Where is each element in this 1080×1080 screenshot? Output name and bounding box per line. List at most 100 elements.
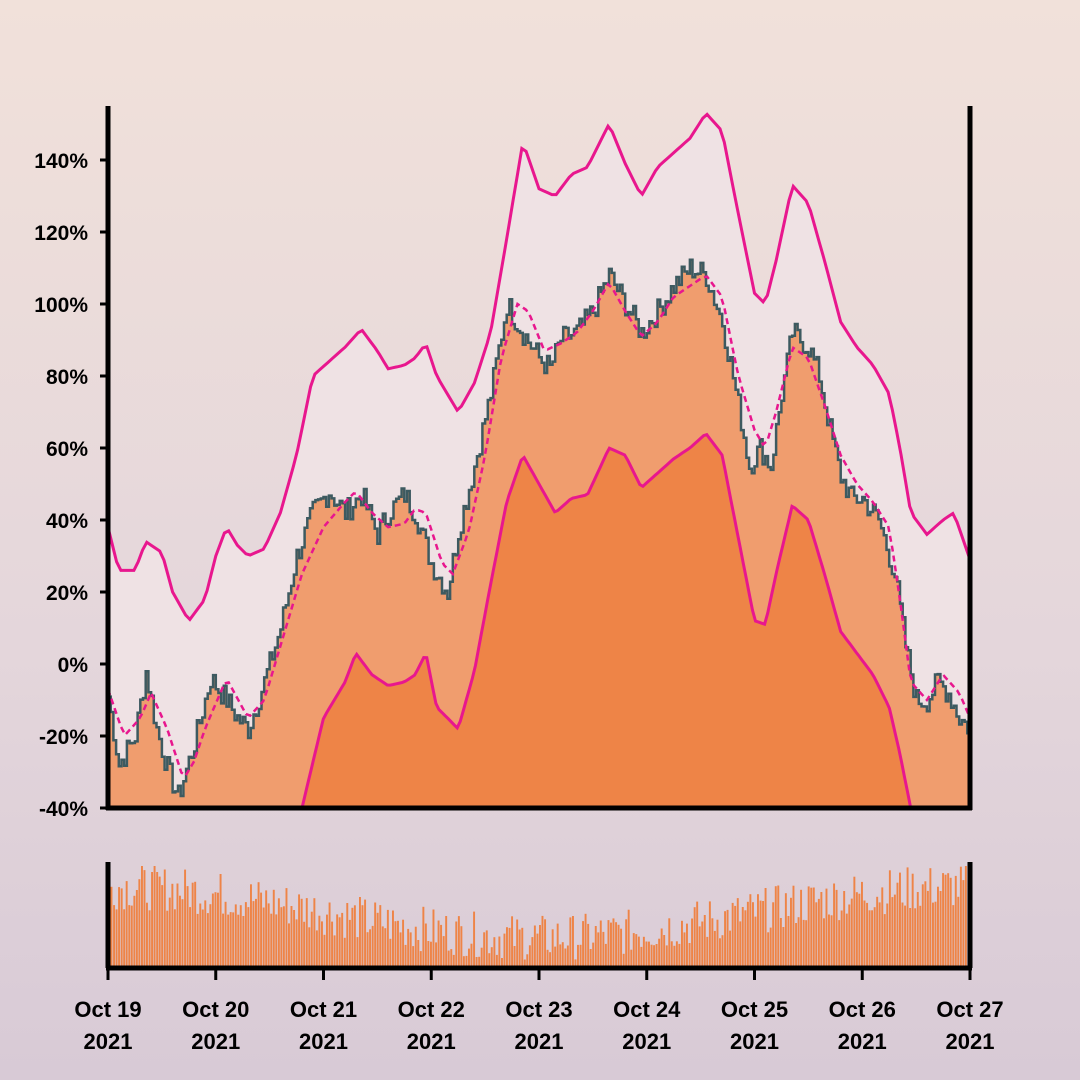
volume-bar: [637, 936, 640, 968]
volume-bar: [110, 886, 113, 968]
volume-bar: [952, 905, 955, 968]
volume-bar: [810, 887, 813, 968]
volume-bar: [686, 923, 688, 968]
volume-bar: [648, 941, 650, 968]
volume-bar: [186, 886, 189, 968]
volume-bar: [277, 898, 280, 968]
volume-bar: [508, 927, 511, 968]
volume-bar: [348, 919, 351, 968]
volume-bar: [675, 941, 678, 968]
volume-bar: [285, 888, 288, 968]
volume-bar: [546, 949, 549, 968]
volume-bar: [359, 897, 361, 968]
volume-bar: [397, 920, 399, 968]
volume-bar: [655, 944, 658, 968]
volume-bar: [315, 930, 318, 968]
volume-bar: [196, 913, 199, 968]
volume-bar: [366, 932, 369, 968]
volume-bar: [602, 931, 605, 968]
volume-bar: [113, 905, 116, 968]
volume-bar: [744, 910, 747, 968]
volume-bar: [161, 885, 164, 968]
volume-bar: [331, 921, 334, 968]
x-tick-label: Oct 25: [721, 997, 788, 1022]
volume-bar: [792, 885, 795, 968]
volume-bar: [536, 933, 539, 968]
volume-bar: [703, 915, 706, 968]
volume-bar: [782, 927, 785, 968]
volume-bar: [673, 945, 676, 968]
volume-bar: [559, 944, 562, 968]
volume-bar: [211, 893, 214, 968]
volume-bar: [209, 904, 212, 968]
volume-bar: [939, 891, 942, 968]
volume-bar: [495, 954, 498, 968]
volume-bar: [379, 905, 382, 968]
volume-bar: [754, 916, 757, 968]
volume-plot: [108, 866, 970, 968]
volume-bar: [795, 923, 798, 968]
volume-bar: [802, 919, 805, 968]
volume-bar: [944, 874, 947, 968]
volume-bar: [868, 910, 871, 968]
volume-bar: [422, 906, 425, 968]
volume-bar: [962, 880, 965, 968]
volume-bar: [386, 909, 389, 968]
volume-bar: [166, 910, 169, 968]
volume-bar: [612, 918, 615, 968]
volume-bar: [701, 921, 704, 968]
volume-bar: [899, 872, 901, 968]
volume-bar: [886, 903, 889, 968]
upper-band-line: [106, 112, 972, 622]
volume-bar: [452, 954, 455, 968]
volume-bar: [156, 872, 159, 968]
volume-bar: [234, 904, 237, 968]
volume-bar: [518, 929, 521, 968]
volume-bar: [419, 951, 422, 968]
volume-bar: [257, 882, 260, 968]
volume-bar: [942, 873, 945, 968]
volume-bar: [153, 866, 156, 968]
volume-bar: [678, 943, 681, 968]
volume-bar: [224, 901, 227, 968]
volume-bar: [749, 894, 752, 968]
volume-bar: [275, 914, 278, 968]
volume-bar: [298, 894, 301, 968]
volume-bar: [959, 866, 962, 968]
volume-bar: [341, 912, 344, 968]
volume-bar: [430, 941, 432, 968]
volume-bar: [148, 910, 151, 968]
volume-bar: [199, 903, 202, 968]
volume-bar: [282, 906, 285, 968]
volume-bar: [919, 905, 922, 968]
volume-bar: [427, 941, 430, 968]
volume-bar: [883, 914, 886, 968]
volume-bar: [222, 913, 225, 968]
x-tick-label-year: 2021: [838, 1029, 887, 1054]
volume-bar: [526, 954, 529, 968]
volume-bar: [290, 906, 293, 968]
volume-bar: [389, 938, 392, 968]
x-tick-label-year: 2021: [730, 1029, 779, 1054]
volume-bar: [630, 949, 633, 968]
volume-bar: [501, 958, 503, 968]
volume-bar: [541, 915, 544, 968]
volume-bar: [779, 918, 782, 968]
volume-bar: [447, 950, 450, 968]
x-tick-label: Oct 20: [182, 997, 249, 1022]
volume-bar: [252, 901, 255, 968]
volume-bar: [206, 913, 209, 968]
volume-bar: [184, 869, 187, 968]
volume-bar: [752, 902, 754, 968]
volume-bar: [242, 916, 245, 968]
volume-bar: [135, 890, 138, 968]
volume-bar: [853, 876, 856, 968]
volume-bar: [265, 890, 268, 968]
volume-bar: [270, 913, 273, 968]
volume-bar: [219, 874, 222, 968]
volume-bar: [828, 914, 830, 968]
volume-bar: [414, 926, 417, 968]
volume-bar: [412, 946, 415, 968]
volume-bar: [625, 919, 628, 968]
